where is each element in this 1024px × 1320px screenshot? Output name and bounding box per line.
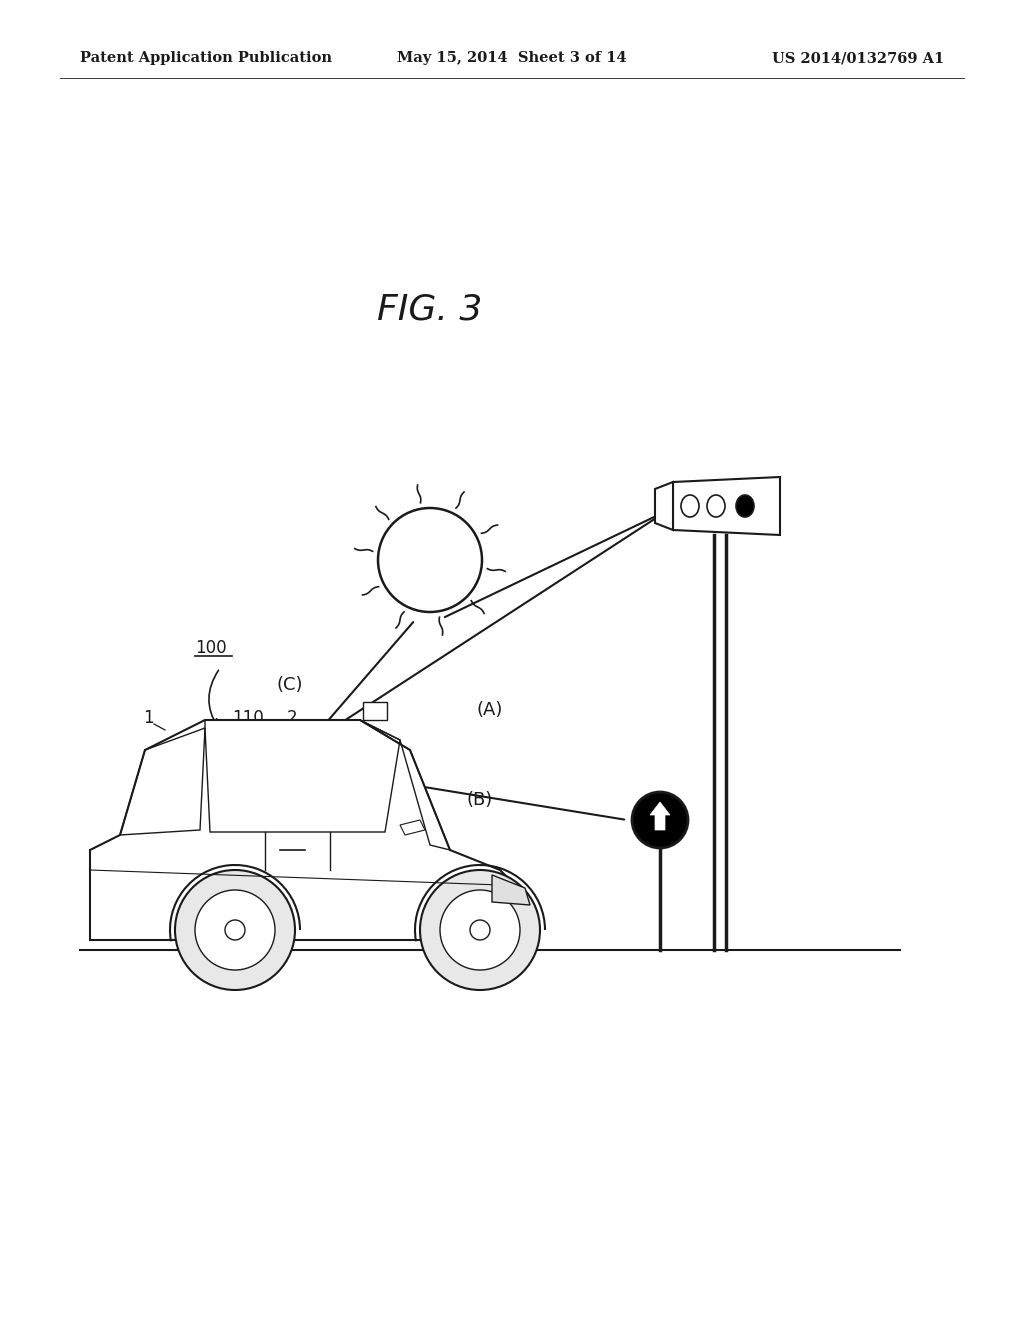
Text: FIG. 3: FIG. 3 [377, 293, 482, 327]
Text: Patent Application Publication: Patent Application Publication [80, 51, 332, 65]
Text: May 15, 2014  Sheet 3 of 14: May 15, 2014 Sheet 3 of 14 [397, 51, 627, 65]
Ellipse shape [707, 495, 725, 517]
Text: (B): (B) [467, 791, 494, 809]
Circle shape [470, 920, 490, 940]
Text: (C): (C) [276, 676, 303, 694]
Text: (A): (A) [477, 701, 503, 719]
Text: 1: 1 [142, 709, 154, 727]
Polygon shape [90, 719, 530, 940]
Polygon shape [655, 482, 673, 531]
Text: 110: 110 [232, 709, 264, 727]
Circle shape [420, 870, 540, 990]
Circle shape [440, 890, 520, 970]
Ellipse shape [681, 495, 699, 517]
Polygon shape [362, 702, 387, 719]
Circle shape [225, 920, 245, 940]
Circle shape [195, 890, 275, 970]
Polygon shape [492, 875, 530, 906]
Polygon shape [673, 477, 780, 535]
Ellipse shape [736, 495, 754, 517]
Circle shape [175, 870, 295, 990]
Polygon shape [400, 820, 425, 836]
Text: US 2014/0132769 A1: US 2014/0132769 A1 [772, 51, 944, 65]
Circle shape [632, 792, 688, 847]
Text: 2: 2 [287, 709, 297, 727]
Polygon shape [650, 803, 670, 830]
Text: 100: 100 [195, 639, 226, 657]
Circle shape [378, 508, 482, 612]
